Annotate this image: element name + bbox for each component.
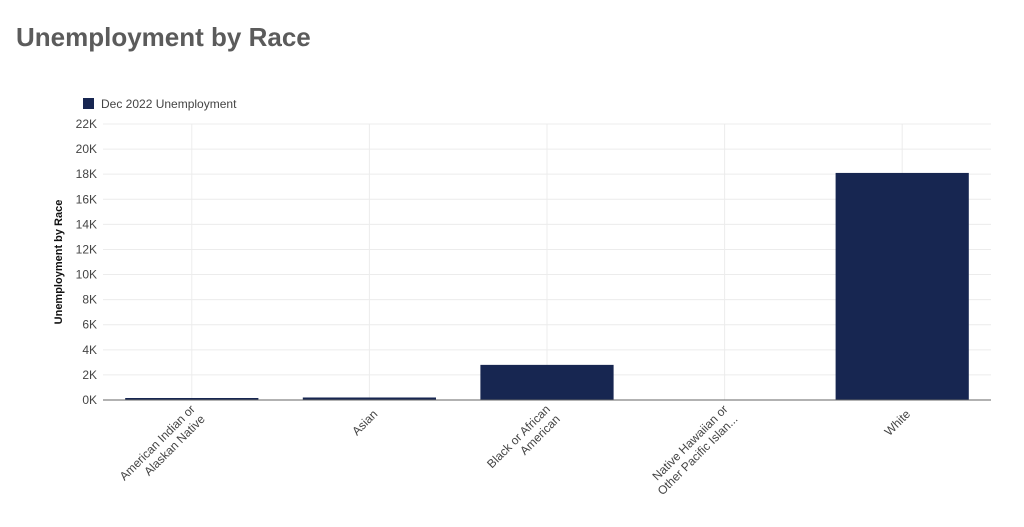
- x-tick-label: Black or AfricanAmerican: [484, 402, 563, 481]
- y-tick-label: 16K: [76, 192, 97, 206]
- y-tick-label: 10K: [76, 268, 97, 282]
- grid-layer: [103, 123, 991, 400]
- x-tick-label: White: [882, 407, 914, 439]
- bar-layer: [125, 172, 969, 400]
- y-tick-label: 6K: [82, 318, 97, 332]
- x-tick-label: Native Hawaiian orOther Pacific Islan...: [645, 402, 741, 498]
- y-axis-title: Unemployment by Race: [53, 200, 65, 325]
- y-tick-label: 22K: [76, 117, 97, 131]
- x-tick-label: American Indian orAlaskan Native: [117, 402, 208, 493]
- y-tick-label: 0K: [82, 393, 97, 407]
- bar[interactable]: [835, 172, 969, 400]
- x-tick-label-line: Asian: [349, 407, 380, 438]
- x-tick-label: Asian: [349, 407, 380, 438]
- y-tick-label: 2K: [82, 368, 97, 382]
- bar[interactable]: [480, 364, 614, 400]
- legend-label: Dec 2022 Unemployment: [101, 97, 237, 111]
- y-tick-label: 12K: [76, 242, 97, 256]
- bar[interactable]: [125, 398, 259, 400]
- bar[interactable]: [302, 397, 436, 400]
- y-tick-labels: 0K 2K 4K 6K 8K 10K 12K 14K 16K 18K 20K 22K: [76, 117, 97, 407]
- y-tick-label: 8K: [82, 293, 97, 307]
- legend-swatch: [83, 98, 94, 109]
- page-title: Unemployment by Race: [16, 22, 311, 52]
- x-tick-label-line: White: [882, 407, 914, 439]
- x-tick-labels: American Indian orAlaskan Native Asian Bla…: [117, 402, 914, 498]
- y-tick-label: 14K: [76, 217, 97, 231]
- legend[interactable]: Dec 2022 Unemployment: [83, 97, 237, 111]
- y-tick-label: 20K: [76, 142, 97, 156]
- y-tick-label: 18K: [76, 167, 97, 181]
- y-tick-label: 4K: [82, 343, 97, 357]
